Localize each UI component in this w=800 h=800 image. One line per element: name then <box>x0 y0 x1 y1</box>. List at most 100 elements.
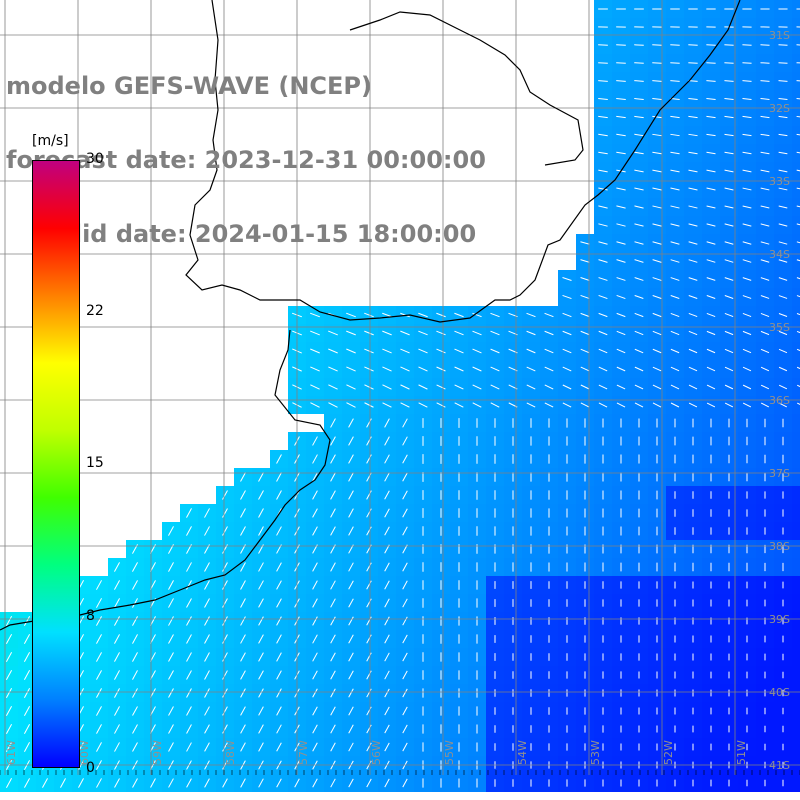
wind-arrow <box>724 169 734 173</box>
wind-arrow <box>186 508 192 518</box>
wind-arrow <box>598 133 608 137</box>
wind-arrow <box>580 312 590 318</box>
wind-arrow <box>348 454 354 464</box>
wind-arrow <box>366 616 372 626</box>
wind-arrow <box>742 151 752 155</box>
lon-label: 58W <box>224 740 237 765</box>
wind-arrow <box>258 598 264 608</box>
wind-cell <box>792 576 800 594</box>
wind-arrow <box>598 80 608 82</box>
wind-arrow <box>276 580 282 590</box>
lat-label: 35S <box>769 321 790 334</box>
wind-arrow <box>96 688 102 698</box>
wind-arrow <box>366 562 372 572</box>
wind-cell <box>792 18 800 36</box>
wind-arrow <box>132 778 138 788</box>
wind-arrow <box>312 706 318 716</box>
wind-arrow <box>5 615 13 627</box>
wind-arrow <box>652 295 662 299</box>
wind-arrow <box>634 366 644 372</box>
wind-cell <box>792 198 800 216</box>
wind-arrow <box>706 187 716 191</box>
wind-arrow <box>364 366 374 372</box>
wind-arrow <box>778 277 788 281</box>
wind-arrow <box>616 241 626 245</box>
colorbar <box>32 160 80 768</box>
wind-arrow <box>760 62 770 64</box>
wind-cell <box>792 702 800 720</box>
wind-arrow <box>454 330 464 336</box>
wind-arrow <box>309 312 321 318</box>
wind-arrow <box>24 778 30 788</box>
wind-arrow <box>670 241 680 245</box>
wind-arrow <box>796 295 800 298</box>
wind-arrow <box>688 295 698 299</box>
wind-arrow <box>132 706 138 716</box>
lon-label: 54W <box>516 740 529 765</box>
wind-arrow <box>382 348 392 354</box>
wind-arrow <box>330 706 336 716</box>
wind-arrow <box>742 187 752 191</box>
wind-arrow <box>598 223 608 227</box>
wind-arrow <box>616 402 626 408</box>
wind-arrow <box>634 348 644 354</box>
wind-arrow <box>778 151 788 155</box>
wind-cell <box>792 378 800 396</box>
wind-arrow <box>114 688 120 698</box>
wind-arrow <box>348 724 354 734</box>
wind-arrow <box>652 384 662 390</box>
wind-arrow <box>562 312 572 318</box>
wind-arrow <box>634 277 644 281</box>
wind-arrow <box>796 187 800 190</box>
wind-arrow <box>402 670 408 680</box>
wind-arrow <box>96 670 102 680</box>
wind-arrow <box>310 366 320 372</box>
wind-arrow <box>796 115 800 118</box>
wind-arrow <box>616 97 626 101</box>
wind-arrow <box>796 259 800 262</box>
wind-arrow <box>742 98 752 100</box>
wind-arrow <box>742 366 752 372</box>
wind-arrow <box>222 670 228 680</box>
wind-arrow <box>490 402 500 408</box>
wind-arrow <box>402 418 408 428</box>
wind-arrow <box>402 652 408 662</box>
wind-arrow <box>526 384 536 390</box>
wind-arrow <box>634 115 644 119</box>
wind-arrow <box>384 526 390 536</box>
wind-arrow <box>222 562 228 572</box>
wind-arrow <box>778 366 788 372</box>
wind-arrow <box>616 62 626 64</box>
wind-arrow <box>258 724 264 734</box>
wind-arrow <box>330 652 336 662</box>
wind-arrow <box>348 688 354 698</box>
wind-arrow <box>706 151 716 155</box>
wind-arrow <box>706 241 716 245</box>
wind-arrow <box>258 670 264 680</box>
wind-arrow <box>222 652 228 662</box>
wind-cell <box>792 432 800 450</box>
wind-arrow <box>616 259 626 263</box>
wind-arrow <box>742 62 752 64</box>
wind-arrow <box>346 330 356 336</box>
wind-arrow <box>562 348 572 354</box>
wind-arrow <box>778 259 788 263</box>
wind-arrow <box>96 616 102 626</box>
wind-arrow <box>742 169 752 173</box>
wind-arrow <box>778 62 788 64</box>
wind-arrow <box>240 616 246 626</box>
wind-arrow <box>330 670 336 680</box>
wind-arrow <box>276 598 282 608</box>
wind-arrow <box>348 580 354 590</box>
wind-arrow <box>402 562 408 572</box>
forecast-date: forecast date: 2023-12-31 00:00:00 <box>6 146 486 174</box>
wind-cell <box>792 360 800 378</box>
wind-arrow <box>168 616 174 626</box>
wind-arrow <box>5 651 13 663</box>
wind-arrow <box>652 259 662 263</box>
wind-arrow <box>796 98 800 100</box>
wind-arrow <box>544 384 554 390</box>
wind-cell <box>792 540 800 558</box>
wind-arrow <box>706 62 716 64</box>
wind-arrow <box>796 348 800 352</box>
